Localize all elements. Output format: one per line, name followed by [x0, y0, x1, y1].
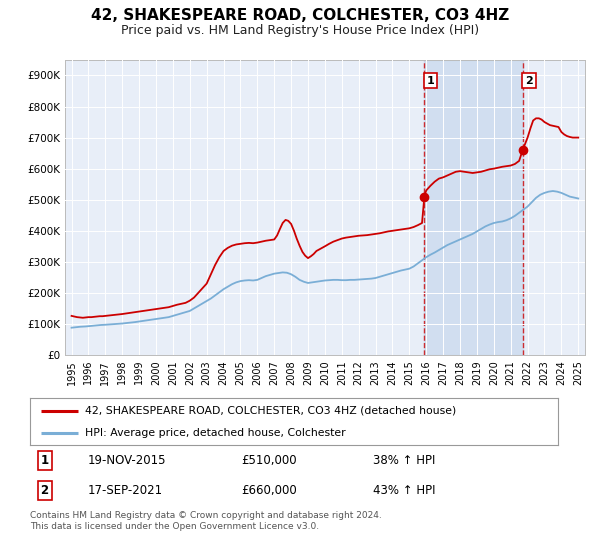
Text: Price paid vs. HM Land Registry's House Price Index (HPI): Price paid vs. HM Land Registry's House …	[121, 24, 479, 36]
Text: 2: 2	[41, 484, 49, 497]
Text: £510,000: £510,000	[241, 454, 297, 468]
Text: 1: 1	[427, 76, 434, 86]
Text: 17-SEP-2021: 17-SEP-2021	[88, 484, 163, 497]
Text: £660,000: £660,000	[241, 484, 297, 497]
Text: 42, SHAKESPEARE ROAD, COLCHESTER, CO3 4HZ (detached house): 42, SHAKESPEARE ROAD, COLCHESTER, CO3 4H…	[85, 406, 457, 416]
Text: 1: 1	[41, 454, 49, 468]
Text: 43% ↑ HPI: 43% ↑ HPI	[373, 484, 436, 497]
Text: Contains HM Land Registry data © Crown copyright and database right 2024.: Contains HM Land Registry data © Crown c…	[30, 511, 382, 520]
Text: HPI: Average price, detached house, Colchester: HPI: Average price, detached house, Colc…	[85, 428, 346, 438]
Text: 38% ↑ HPI: 38% ↑ HPI	[373, 454, 436, 468]
Bar	[424, 60, 523, 355]
Text: This data is licensed under the Open Government Licence v3.0.: This data is licensed under the Open Gov…	[30, 522, 319, 531]
Text: 42, SHAKESPEARE ROAD, COLCHESTER, CO3 4HZ: 42, SHAKESPEARE ROAD, COLCHESTER, CO3 4H…	[91, 8, 509, 24]
Text: 2: 2	[525, 76, 533, 86]
Text: 19-NOV-2015: 19-NOV-2015	[88, 454, 167, 468]
